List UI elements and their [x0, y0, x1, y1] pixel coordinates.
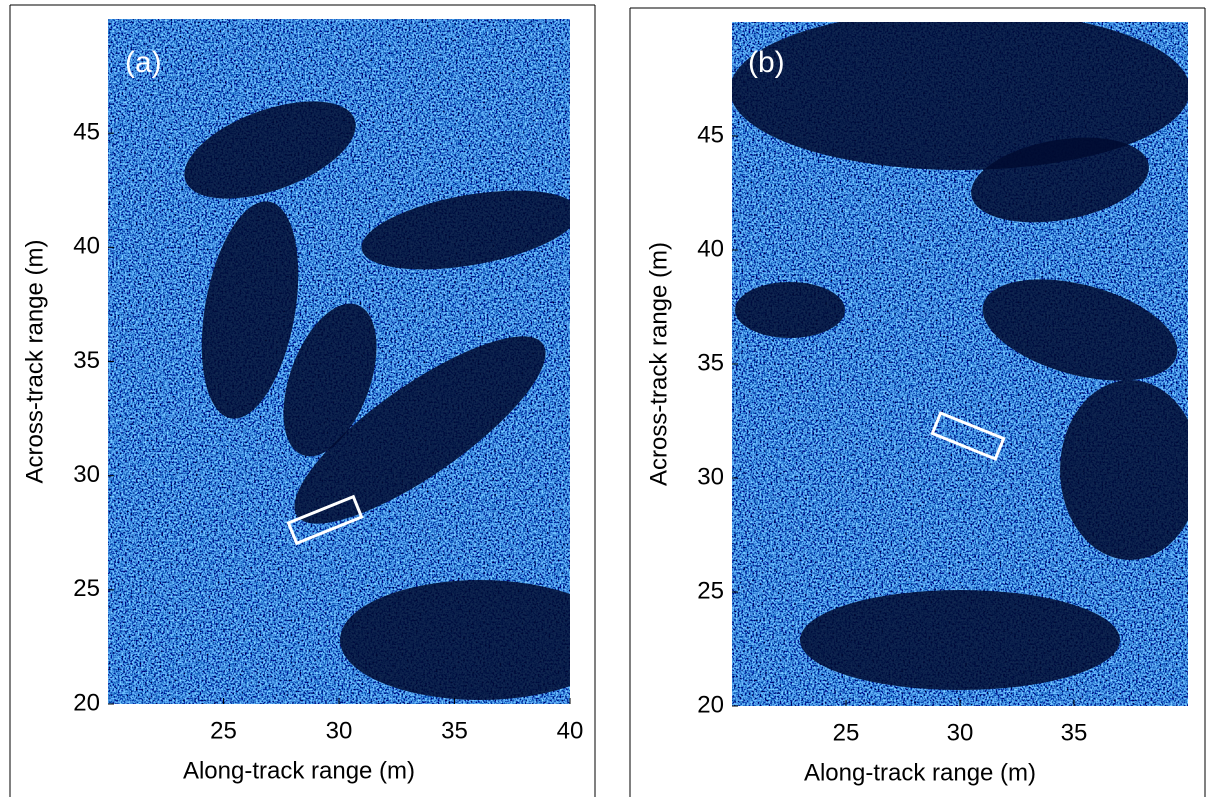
shadow-region	[1060, 380, 1188, 560]
x-tick-label: 30	[947, 719, 974, 746]
y-tick-label: 35	[697, 349, 724, 376]
shadow-region	[340, 580, 570, 700]
sonar-image	[732, 22, 1188, 706]
y-tick-label: 30	[697, 463, 724, 490]
y-axis-label: Across-track range (m)	[645, 242, 672, 486]
x-tick-label: 30	[326, 717, 353, 744]
x-tick-label: 25	[210, 717, 237, 744]
y-tick-label: 45	[697, 121, 724, 148]
y-tick-label: 25	[697, 577, 724, 604]
sonar-image	[108, 19, 570, 704]
x-axis-label: Along-track range (m)	[804, 759, 1036, 786]
y-tick-label: 20	[697, 691, 724, 718]
x-tick-label: 35	[1061, 719, 1088, 746]
shadow-region	[294, 336, 546, 524]
shadow-region	[201, 201, 299, 419]
shadow-region	[361, 190, 570, 270]
annotation-box	[286, 494, 364, 546]
shadow-region	[732, 22, 1188, 170]
panel: (a) 25 30 35 40 20 25 30 35 40 45 Along-track range…	[21, 19, 584, 784]
y-tick-label: 20	[73, 689, 100, 716]
shadow-region	[800, 590, 1120, 690]
x-tick-label: 35	[441, 717, 468, 744]
shadow-region	[184, 101, 356, 199]
y-tick-label: 30	[73, 461, 100, 488]
shadow-region	[735, 282, 845, 338]
annotation-box	[930, 411, 1006, 461]
y-axis-label: Across-track range (m)	[21, 239, 48, 483]
shadow-region	[971, 137, 1149, 223]
x-axis-label: Along-track range (m)	[183, 757, 415, 784]
y-tick-label: 45	[73, 119, 100, 146]
x-tick-label: 40	[557, 717, 584, 744]
shadow-region	[982, 279, 1178, 381]
shadow-region	[283, 303, 377, 457]
y-tick-label: 40	[697, 235, 724, 262]
panel-label: (a)	[125, 46, 162, 79]
y-tick-label: 40	[73, 233, 100, 260]
x-tick-label: 25	[833, 719, 860, 746]
panel: (b) 25 30 35 20 25 30 35 40 45 Along-track range (…	[645, 22, 1188, 786]
panel-label: (b)	[748, 46, 785, 79]
y-tick-label: 35	[73, 347, 100, 374]
y-tick-label: 25	[73, 575, 100, 602]
